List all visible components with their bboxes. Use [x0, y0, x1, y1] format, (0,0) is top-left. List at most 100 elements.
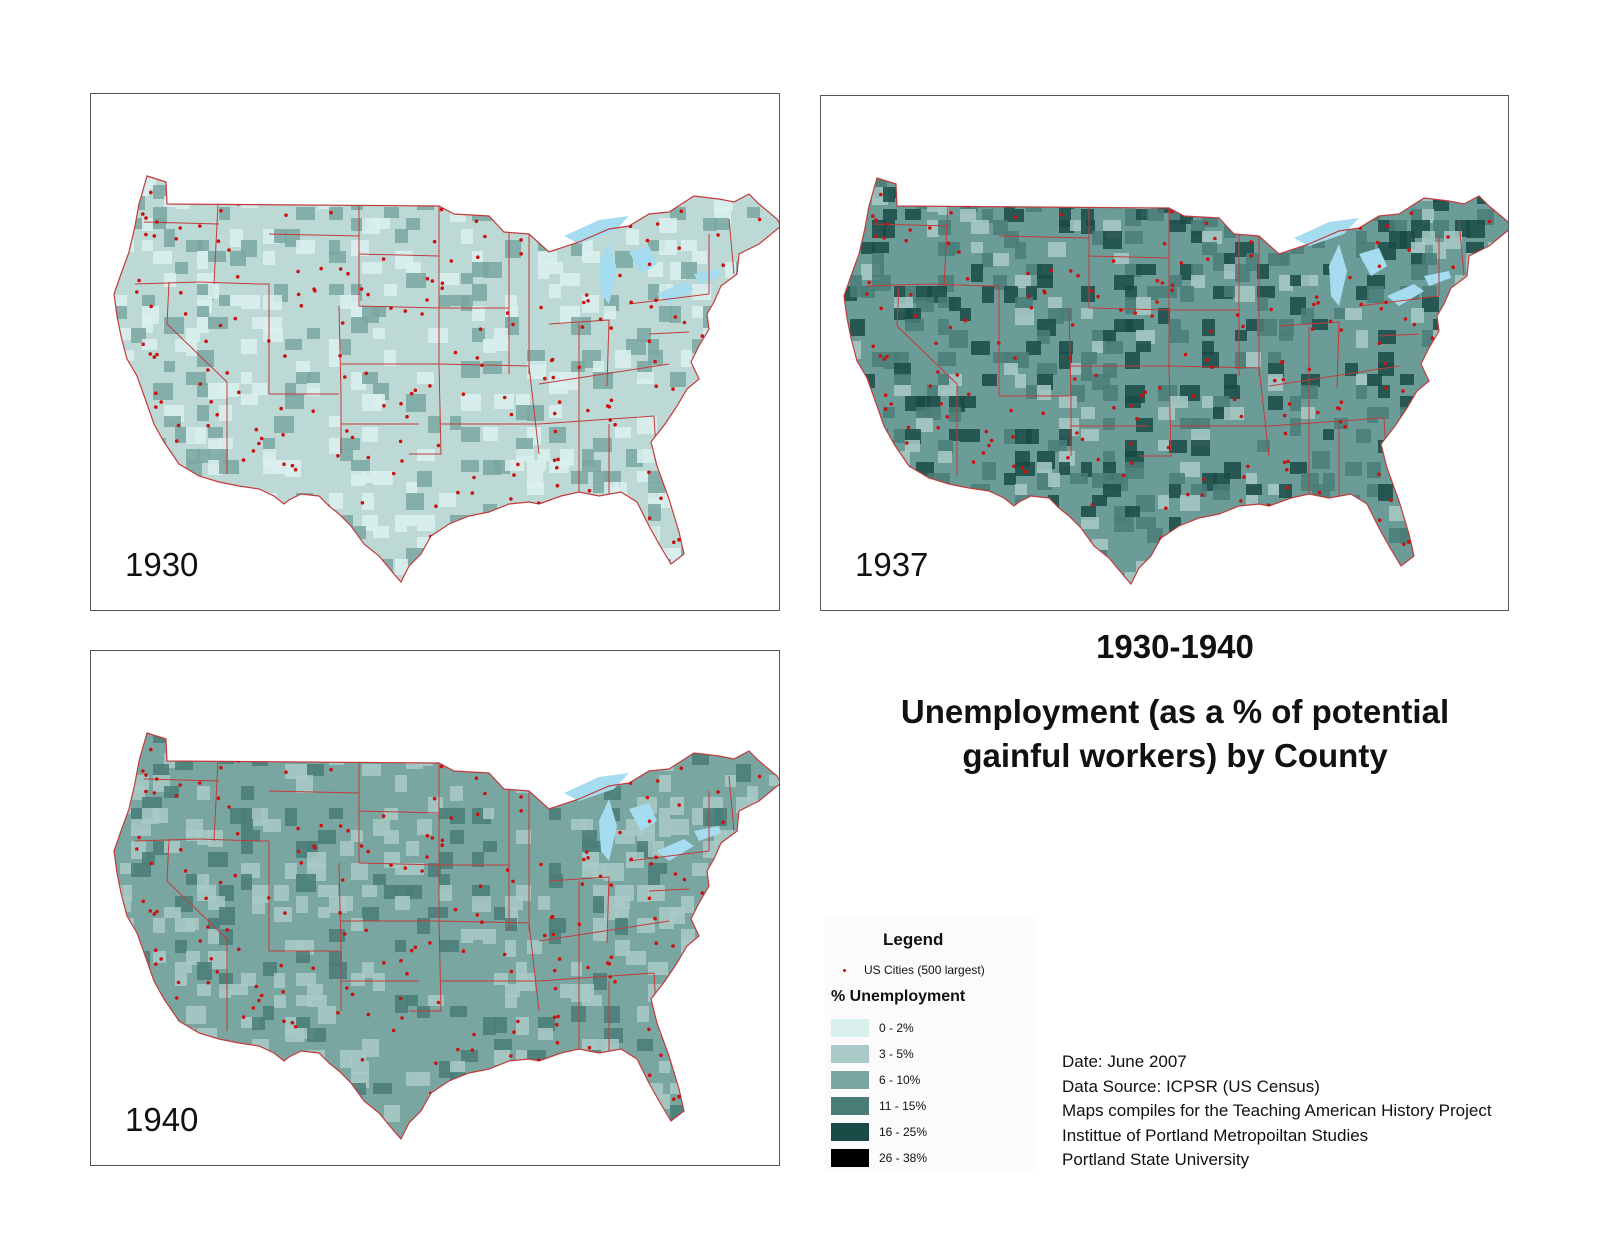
- state-border: [928, 283, 990, 287]
- city-dot: [1285, 485, 1290, 490]
- city-dot: [1145, 563, 1150, 567]
- city-dot: [714, 1088, 718, 1092]
- city-dot: [1239, 499, 1243, 503]
- city-dot: [1096, 294, 1100, 299]
- city-dot: [440, 838, 445, 843]
- city-dot: [144, 216, 148, 220]
- city-dot: [254, 744, 258, 749]
- city-dot: [647, 262, 652, 267]
- city-dot: [415, 1118, 420, 1122]
- city-dot: [1302, 530, 1307, 535]
- city-dot: [1135, 416, 1139, 421]
- city-dot: [928, 384, 933, 388]
- legend-class-label: 6 - 10%: [879, 1073, 921, 1087]
- city-dot: [364, 928, 368, 933]
- city-dot: [1407, 248, 1411, 252]
- city-dot: [137, 278, 141, 283]
- city-dot: [608, 418, 613, 422]
- city-dot: [336, 454, 340, 458]
- city-dot: [474, 219, 479, 223]
- city-dot: [659, 1053, 663, 1058]
- city-dot: [346, 828, 350, 833]
- legend-class-label: 3 - 5%: [879, 1047, 914, 1061]
- city-dot: [218, 880, 223, 885]
- city-dot: [716, 377, 721, 381]
- great-lake: [629, 803, 657, 831]
- city-dot: [871, 214, 875, 218]
- city-dot: [1401, 389, 1405, 393]
- city-dot: [729, 862, 733, 866]
- city-dot: [343, 375, 347, 379]
- city-dot: [152, 791, 157, 795]
- city-dot: [949, 211, 953, 215]
- city-dot: [638, 1110, 642, 1114]
- city-dot: [453, 907, 458, 912]
- city-dot: [553, 986, 558, 991]
- city-dot: [409, 391, 414, 396]
- city-dot: [1377, 472, 1381, 477]
- city-dot: [360, 1058, 365, 1062]
- state-border: [438, 920, 530, 924]
- city-dot: [135, 847, 139, 851]
- city-dot: [971, 460, 976, 464]
- state-border: [1336, 321, 1340, 389]
- city-dot: [1444, 533, 1448, 537]
- credit-university: Portland State University: [1062, 1150, 1250, 1169]
- city-dot: [543, 376, 547, 381]
- city-dot: [284, 213, 288, 217]
- city-dot: [218, 323, 223, 328]
- city-dot: [583, 1084, 588, 1089]
- city-dot: [1488, 447, 1493, 451]
- city-dot: [1283, 431, 1288, 436]
- city-dot: [340, 321, 345, 325]
- city-dot: [716, 934, 721, 938]
- city-dot: [872, 434, 876, 439]
- city-dot: [257, 441, 261, 446]
- city-dot: [382, 960, 386, 965]
- city-dot: [539, 862, 543, 867]
- city-dot: [1066, 456, 1070, 460]
- city-dot: [557, 400, 562, 404]
- city-dot: [1317, 490, 1322, 495]
- state-border: [728, 775, 735, 832]
- city-dot: [235, 275, 240, 279]
- city-dot: [206, 925, 210, 929]
- city-dot: [282, 1019, 286, 1023]
- city-dot: [512, 1030, 516, 1034]
- city-dot: [936, 370, 940, 374]
- city-dot: [144, 232, 148, 237]
- city-dot: [976, 558, 980, 563]
- city-dot: [1343, 424, 1347, 429]
- city-dot: [278, 552, 282, 557]
- city-dot: [647, 516, 652, 520]
- city-dot: [721, 820, 725, 824]
- city-dot: [1289, 195, 1293, 200]
- city-dot: [145, 1049, 150, 1053]
- legend-class-label: 26 - 38%: [879, 1151, 928, 1165]
- city-dot: [1059, 212, 1063, 217]
- city-dot: [440, 843, 445, 847]
- city-dot: [198, 741, 203, 745]
- city-dot: [1208, 329, 1213, 333]
- city-dot: [523, 1108, 527, 1113]
- city-dot: [427, 561, 432, 566]
- city-dot: [884, 407, 888, 411]
- city-dot: [556, 457, 560, 462]
- state-borders: [864, 185, 1465, 498]
- map-credits: Date: June 2007 Data Source: ICPSR (US C…: [1062, 1050, 1492, 1173]
- city-dot: [470, 491, 475, 495]
- city-dot: [257, 998, 261, 1003]
- great-lake: [599, 799, 617, 861]
- city-dot: [391, 471, 396, 476]
- legend-class: 3 - 5%: [831, 1041, 927, 1067]
- city-dot: [669, 493, 674, 498]
- city-dot: [594, 1085, 599, 1090]
- city-dot: [1205, 358, 1210, 362]
- city-dot: [1426, 370, 1430, 375]
- city-dot: [290, 463, 295, 468]
- city-dot: [557, 1094, 562, 1099]
- city-dot: [607, 962, 612, 966]
- city-dot: [965, 277, 970, 281]
- city-dot: [638, 553, 642, 557]
- city-dot: [291, 1073, 296, 1077]
